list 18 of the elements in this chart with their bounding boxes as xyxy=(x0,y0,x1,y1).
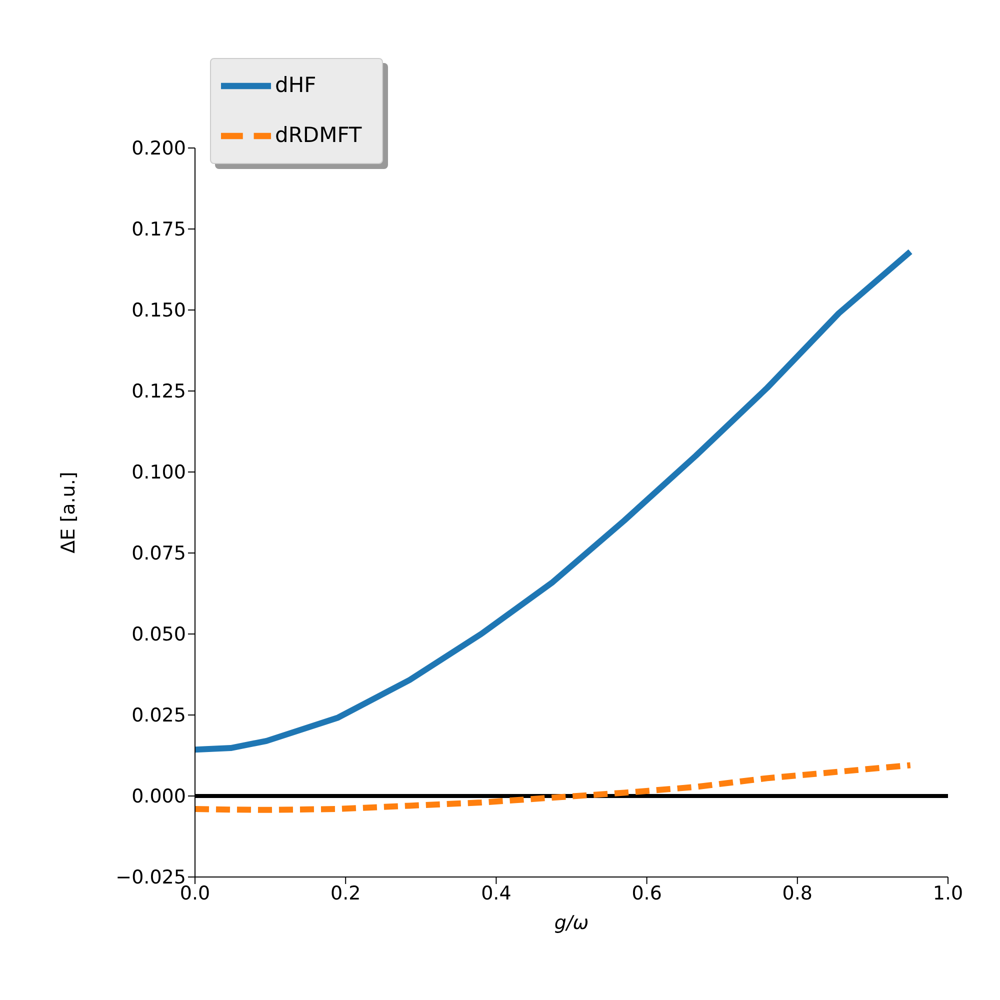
x-tick-label: 0.8 xyxy=(782,882,813,904)
y-tick-label: 0.125 xyxy=(132,380,186,403)
y-tick-label: 0.000 xyxy=(132,786,186,808)
y-tick-label: 0.175 xyxy=(132,218,186,241)
legend-label: dHF xyxy=(275,72,316,97)
y-tick-label: 0.075 xyxy=(132,542,186,565)
x-tick-label: 0.6 xyxy=(632,882,662,904)
y-tick-label: 0.200 xyxy=(132,138,186,160)
y-axis-title: ΔE [a.u.] xyxy=(58,472,80,554)
x-tick-label: 0.2 xyxy=(330,882,361,904)
y-tick-label: 0.050 xyxy=(132,624,186,646)
y-tick-label: 0.100 xyxy=(132,462,186,484)
legend-label: dRDMFT xyxy=(275,122,362,147)
x-tick-label: 0.4 xyxy=(481,882,512,904)
y-tick-label: 0.150 xyxy=(132,300,186,322)
y-tick-label: 0.025 xyxy=(132,704,186,727)
x-tick-label: 1.0 xyxy=(932,882,964,904)
x-axis-title: g/ω xyxy=(554,912,589,934)
